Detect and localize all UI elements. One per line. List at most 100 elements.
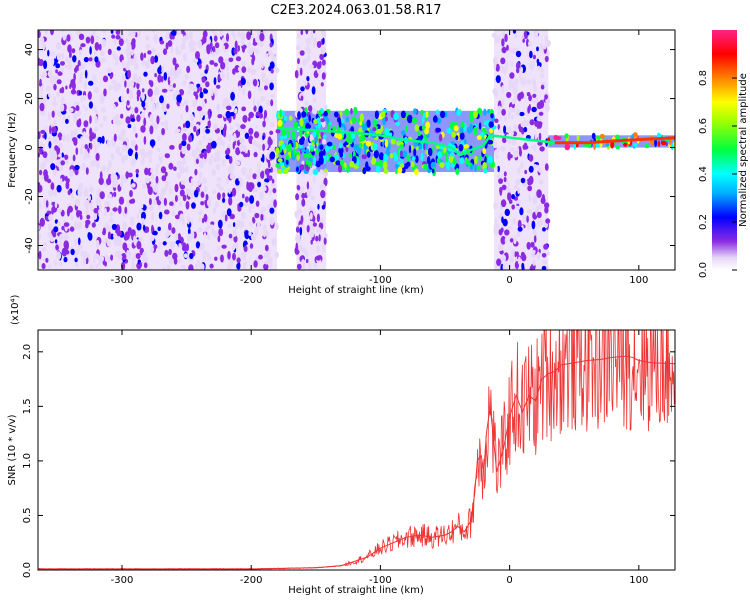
heatmap-cell — [83, 120, 89, 128]
heatmap-cell — [500, 235, 506, 245]
heatmap-cell — [58, 241, 62, 248]
heatmap-cell — [48, 214, 53, 221]
colorbar-label: Normalized spectral amplitude — [738, 73, 749, 227]
heatmap-cell — [472, 126, 478, 136]
heatmap-cell — [73, 112, 78, 122]
heatmap-cell — [165, 42, 169, 50]
heatmap-cell — [150, 55, 155, 65]
heatmap-cell — [315, 235, 319, 242]
heatmap-cell — [269, 263, 273, 268]
heatmap-cell — [501, 184, 507, 191]
heatmap-cell — [141, 100, 146, 108]
heatmap-cell — [143, 262, 148, 269]
heatmap-cell — [538, 111, 544, 116]
heatmap-cell — [500, 254, 506, 262]
heatmap-cell — [92, 213, 98, 220]
heatmap-cell — [60, 96, 65, 105]
heatmap-cell — [182, 123, 186, 129]
heatmap-cell — [91, 74, 96, 80]
heatmap-cell — [439, 162, 445, 168]
heatmap-cell — [400, 110, 406, 119]
heatmap-cell — [263, 225, 267, 234]
heatmap-cell — [216, 103, 221, 112]
heatmap-cell — [508, 48, 513, 53]
snr-y-tick-label: 1.5 — [22, 398, 33, 414]
heatmap-cell — [67, 44, 72, 53]
heatmap-cell — [536, 117, 541, 121]
heatmap-cell — [536, 189, 542, 199]
heatmap-cell — [325, 145, 329, 153]
heatmap-cell — [503, 171, 507, 177]
heatmap-cell — [464, 138, 467, 145]
heatmap-cell — [131, 263, 136, 270]
heatmap-cell — [351, 116, 357, 124]
heatmap-cell — [52, 147, 55, 154]
heatmap-cell — [305, 30, 309, 35]
heatmap-cell — [209, 41, 213, 49]
heatmap-cell — [249, 222, 253, 227]
heatmap-cell — [236, 263, 241, 270]
heatmap-cell — [52, 101, 58, 107]
heatmap-cell — [116, 46, 121, 51]
heatmap-cell — [510, 130, 514, 136]
heatmap-cell — [222, 192, 226, 199]
heatmap-cell — [174, 183, 179, 193]
heatmap-cell — [193, 58, 199, 63]
heatmap-cell — [111, 79, 117, 85]
heatmap-cell — [312, 156, 317, 166]
heatmap-cell — [324, 104, 328, 111]
heatmap-cell — [366, 119, 371, 128]
heatmap-cell — [272, 188, 277, 194]
heatmap-cell — [174, 195, 178, 202]
heatmap-cell — [109, 73, 113, 80]
heatmap-cell — [444, 151, 449, 158]
heatmap-cell — [424, 127, 429, 135]
heatmap-cell — [200, 201, 205, 206]
heatmap-cell — [164, 171, 168, 177]
heatmap-cell — [299, 67, 303, 76]
heatmap-cell — [220, 70, 225, 80]
heatmap-cell — [537, 141, 543, 146]
heatmap-cell — [373, 149, 379, 159]
heatmap-cell — [556, 136, 562, 141]
heatmap-cell — [256, 174, 260, 183]
heatmap-cell — [198, 216, 201, 223]
heatmap-cell — [321, 59, 326, 66]
heatmap-cell — [309, 231, 315, 238]
heatmap-cell — [254, 48, 260, 55]
heatmap-cell — [218, 228, 224, 237]
heatmap-cell — [540, 67, 544, 74]
heatmap-cell — [319, 169, 324, 174]
heatmap-cell — [104, 200, 109, 208]
spectrogram-x-tick-label: -300 — [111, 275, 134, 286]
heatmap-cell — [270, 99, 274, 107]
heatmap-cell — [322, 37, 325, 45]
heatmap-cell — [179, 189, 185, 197]
heatmap-cell — [515, 251, 519, 257]
heatmap-cell — [263, 206, 267, 212]
heatmap-cell — [220, 254, 224, 263]
heatmap-cell — [155, 166, 158, 175]
heatmap-cell — [533, 143, 537, 151]
heatmap-cell — [155, 175, 159, 184]
heatmap-cell — [57, 208, 62, 213]
heatmap-cell — [317, 203, 320, 210]
heatmap-cell — [261, 62, 264, 69]
heatmap-cell — [374, 110, 379, 119]
heatmap-cell — [337, 133, 343, 140]
heatmap-cell — [114, 60, 119, 66]
heatmap-cell — [228, 233, 233, 239]
heatmap-cell — [167, 40, 173, 47]
heatmap-cell — [215, 84, 221, 89]
heatmap-cell — [198, 171, 203, 181]
heatmap-cell — [76, 210, 80, 218]
heatmap-cell — [201, 217, 205, 224]
heatmap-cell — [320, 184, 326, 189]
heatmap-cell — [503, 125, 507, 134]
heatmap-cell — [513, 185, 519, 190]
heatmap-cell — [322, 168, 329, 178]
heatmap-cell — [501, 85, 505, 94]
heatmap-cell — [190, 218, 194, 224]
heatmap-cell — [51, 57, 55, 66]
heatmap-cell — [478, 122, 482, 130]
